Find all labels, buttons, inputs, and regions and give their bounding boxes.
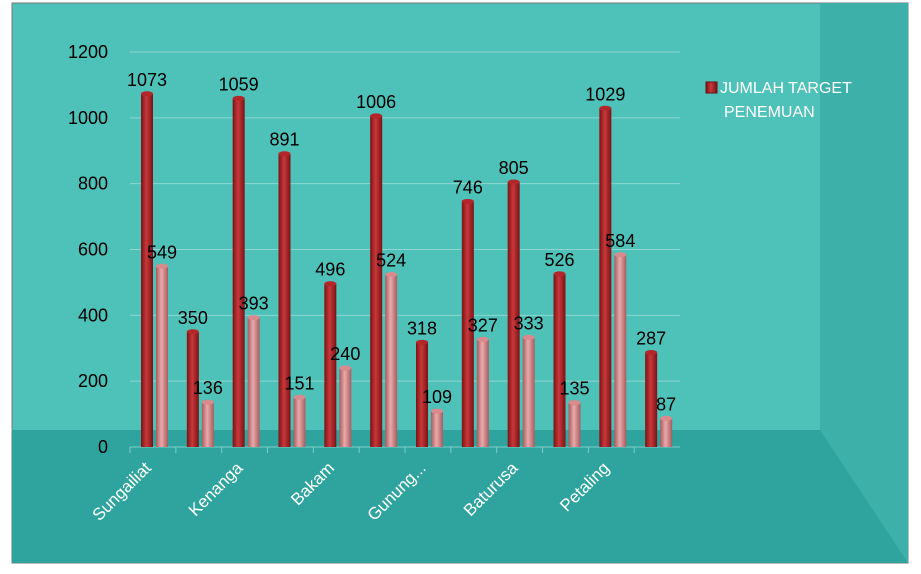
bar-top: [187, 329, 199, 334]
bar: [202, 402, 214, 447]
chart: JUMLAH TARGET PENEMUAN 0 200 400 600 800 1000 1…: [0, 0, 921, 569]
bar-top: [645, 350, 657, 355]
bar-top: [370, 113, 382, 118]
bar-top: [569, 400, 581, 405]
bar-top: [554, 271, 566, 276]
y-tick-label: 0: [98, 437, 108, 457]
bar: [324, 284, 336, 447]
bar-top: [233, 96, 245, 101]
value-label: 746: [453, 177, 483, 197]
bar-top: [324, 281, 336, 286]
bar: [523, 337, 535, 447]
value-label: 1006: [356, 92, 396, 112]
floor: [12, 430, 908, 563]
value-label: 1073: [127, 70, 167, 90]
bar: [233, 98, 245, 447]
bar: [477, 339, 489, 447]
value-label: 1029: [585, 84, 625, 104]
bar: [339, 368, 351, 447]
bar-top: [660, 416, 672, 421]
bar-top: [416, 340, 428, 345]
bar: [431, 411, 443, 447]
y-tick-label: 600: [78, 240, 108, 260]
bar: [279, 154, 291, 447]
bar-top: [599, 106, 611, 111]
value-label: 287: [636, 329, 666, 349]
value-label: 805: [499, 158, 529, 178]
y-tick-label: 1000: [68, 108, 108, 128]
bar-top: [385, 272, 397, 277]
bar: [248, 318, 260, 447]
value-label: 240: [330, 344, 360, 364]
bar-top: [202, 400, 214, 405]
value-label: 87: [656, 394, 676, 414]
y-tick-label: 400: [78, 305, 108, 325]
legend-label-line: JUMLAH TARGET: [720, 80, 852, 97]
value-label: 136: [193, 378, 223, 398]
bar-top: [508, 180, 520, 185]
value-label: 151: [284, 373, 314, 393]
y-tick-label: 800: [78, 174, 108, 194]
value-label: 1059: [219, 74, 259, 94]
value-label: 496: [315, 260, 345, 280]
bar: [554, 274, 566, 447]
bar-top: [141, 91, 153, 96]
value-label: 393: [239, 294, 269, 314]
bar-top: [462, 199, 474, 204]
value-label: 584: [605, 231, 635, 251]
value-label: 891: [269, 130, 299, 150]
bar-top: [339, 366, 351, 371]
bar: [294, 397, 306, 447]
bar: [156, 266, 168, 447]
value-label: 350: [178, 308, 208, 328]
y-tick-label: 1200: [68, 42, 108, 62]
y-tick-label: 200: [78, 371, 108, 391]
bar-top: [248, 315, 260, 320]
bar: [599, 108, 611, 447]
bar-top: [156, 264, 168, 269]
bar: [385, 275, 397, 447]
bar-top: [431, 409, 443, 414]
bar-top: [523, 335, 535, 340]
bar-top: [477, 337, 489, 342]
value-label: 549: [147, 242, 177, 262]
value-label: 109: [422, 387, 452, 407]
value-label: 526: [544, 250, 574, 270]
bar: [569, 403, 581, 447]
value-label: 318: [407, 318, 437, 338]
bar: [141, 94, 153, 447]
value-label: 135: [559, 379, 589, 399]
bar-top: [614, 252, 626, 257]
value-label: 333: [514, 313, 544, 333]
bar-top: [279, 151, 291, 156]
bar-top: [294, 395, 306, 400]
bar: [614, 255, 626, 447]
bar: [660, 418, 672, 447]
legend-swatch: [706, 82, 717, 93]
legend-label-line: PENEMUAN: [724, 104, 815, 121]
value-label: 327: [468, 315, 498, 335]
bar: [370, 116, 382, 447]
value-label: 524: [376, 251, 406, 271]
